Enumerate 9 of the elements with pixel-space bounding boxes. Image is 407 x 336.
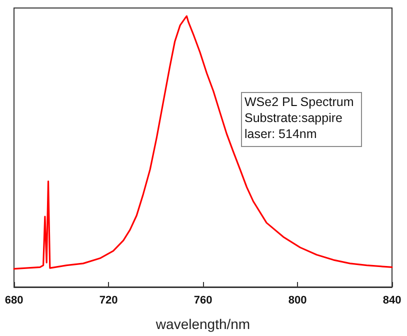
annotation: WSe2 PL Spectrum: [244, 95, 354, 109]
x-tick-label: 680: [4, 294, 24, 306]
x-tick-label: 840: [382, 294, 402, 306]
x-tick-label: 760: [194, 294, 212, 306]
x-axis-title: wavelength/nm: [154, 316, 250, 332]
annotation: Substrate:sappire: [244, 111, 343, 125]
x-tick-label: 800: [288, 294, 307, 306]
annotation: laser: 514nm: [244, 127, 317, 141]
x-tick-label: 720: [99, 294, 118, 306]
